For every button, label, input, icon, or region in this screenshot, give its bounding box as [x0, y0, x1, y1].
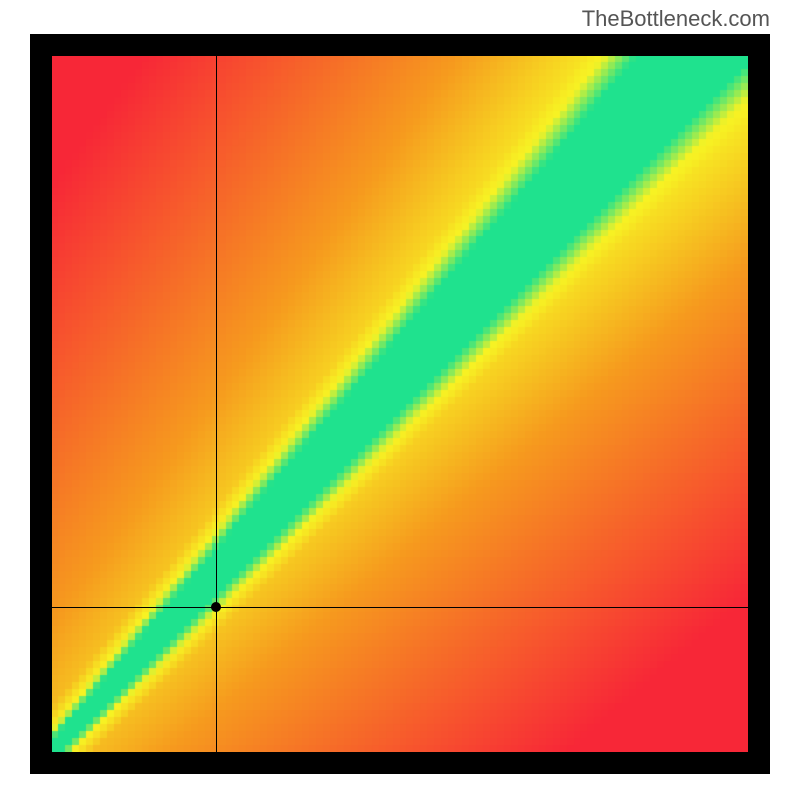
attribution-text: TheBottleneck.com: [582, 6, 770, 32]
chart-container: TheBottleneck.com: [0, 0, 800, 800]
data-point-marker: [211, 602, 221, 612]
plot-frame: [30, 34, 770, 774]
crosshair-vertical: [216, 56, 217, 752]
heatmap-canvas: [52, 56, 748, 752]
crosshair-horizontal: [52, 607, 748, 608]
